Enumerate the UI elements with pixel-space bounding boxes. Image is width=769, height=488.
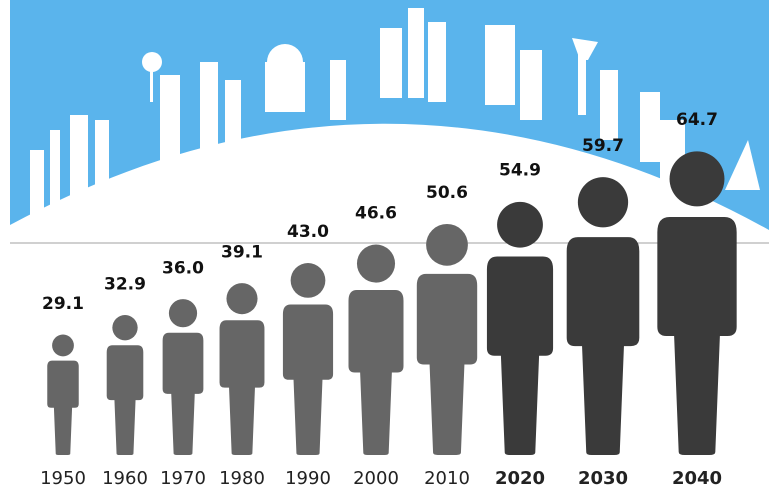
infographic: 29.1 1950 32.9 1960 36.0 1970 39.1 1980 43.0 1990… (0, 0, 769, 488)
person-body (220, 320, 265, 455)
person-head (226, 283, 257, 314)
person-body (349, 290, 404, 455)
person-icon (417, 224, 477, 455)
value-label: 36.0 (162, 258, 204, 278)
person-body (107, 345, 144, 455)
person-icon (220, 283, 265, 455)
person-body (163, 333, 204, 455)
year-label: 2000 (353, 468, 399, 488)
year-label: 2010 (424, 468, 470, 488)
value-label: 32.9 (104, 274, 146, 294)
value-label: 50.6 (426, 183, 468, 203)
person-icon (349, 245, 404, 455)
person-icon (107, 315, 144, 455)
person-head (291, 263, 326, 298)
value-label: 29.1 (42, 294, 84, 314)
person-body (487, 257, 553, 455)
year-label: 1970 (160, 468, 206, 488)
person-head (52, 335, 74, 357)
year-label: 1990 (285, 468, 331, 488)
year-label: 1950 (40, 468, 86, 488)
person-icon (47, 335, 78, 455)
person-icon (163, 299, 204, 455)
person-head (169, 299, 197, 327)
year-label: 2040 (672, 468, 722, 488)
person-icon (283, 263, 333, 455)
value-label: 54.9 (499, 161, 541, 181)
value-label: 43.0 (287, 222, 329, 242)
year-label: 1980 (219, 468, 265, 488)
person-head (578, 177, 628, 227)
value-label: 64.7 (676, 110, 718, 130)
person-body (657, 217, 736, 455)
person-body (567, 237, 640, 455)
person-head (426, 224, 468, 266)
person-head (497, 202, 543, 248)
person-head (357, 245, 395, 283)
person-body (47, 361, 78, 455)
year-label: 1960 (102, 468, 148, 488)
year-label: 2020 (495, 468, 545, 488)
year-label: 2030 (578, 468, 628, 488)
person-body (283, 305, 333, 455)
value-label: 39.1 (221, 242, 263, 262)
value-label: 59.7 (582, 136, 624, 156)
person-head (112, 315, 137, 340)
person-body (417, 274, 477, 455)
value-label: 46.6 (355, 203, 397, 223)
person-head (670, 151, 725, 206)
